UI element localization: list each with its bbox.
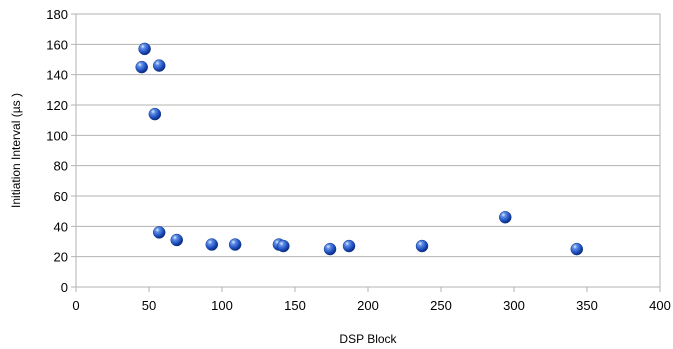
y-tick-label: 0 — [61, 280, 68, 295]
y-tick-label: 120 — [46, 98, 68, 113]
data-point — [570, 242, 584, 256]
y-tick-label: 100 — [46, 128, 68, 143]
data-point — [152, 226, 166, 239]
x-tick-label: 350 — [576, 298, 598, 313]
y-tick-label: 80 — [54, 159, 68, 174]
y-tick-label: 140 — [46, 68, 68, 83]
y-tick-label: 60 — [54, 189, 68, 204]
y-axis-ticks: 0 20 40 60 80 100 120 140 160 180 — [46, 7, 76, 295]
data-point — [205, 238, 219, 251]
x-tick-label: 400 — [649, 298, 671, 313]
x-tick-label: 200 — [357, 298, 379, 313]
x-axis-title: DSP Block — [339, 332, 397, 346]
data-point — [323, 242, 337, 256]
y-tick-label: 20 — [54, 250, 68, 265]
data-point — [342, 239, 356, 253]
data-point — [148, 107, 162, 121]
data-point — [138, 42, 151, 56]
y-tick-label: 180 — [46, 7, 68, 22]
y-axis-title: Initiation Interval (µs ) — [9, 93, 23, 208]
x-tick-label: 250 — [430, 298, 452, 313]
x-tick-label: 50 — [142, 298, 156, 313]
x-tick-label: 150 — [284, 298, 306, 313]
data-point — [228, 238, 242, 251]
y-tick-label: 40 — [54, 219, 68, 234]
data-point — [498, 210, 512, 224]
y-tick-label: 160 — [46, 37, 68, 52]
data-point — [152, 59, 166, 72]
x-tick-label: 300 — [503, 298, 525, 313]
data-points — [135, 42, 584, 256]
data-point — [135, 60, 148, 74]
x-tick-label: 100 — [211, 298, 233, 313]
data-point — [277, 239, 290, 253]
x-axis-ticks: 0 50 100 150 200 250 300 350 400 — [72, 287, 671, 313]
data-point — [170, 233, 183, 247]
data-point — [415, 239, 429, 253]
x-tick-label: 0 — [72, 298, 79, 313]
